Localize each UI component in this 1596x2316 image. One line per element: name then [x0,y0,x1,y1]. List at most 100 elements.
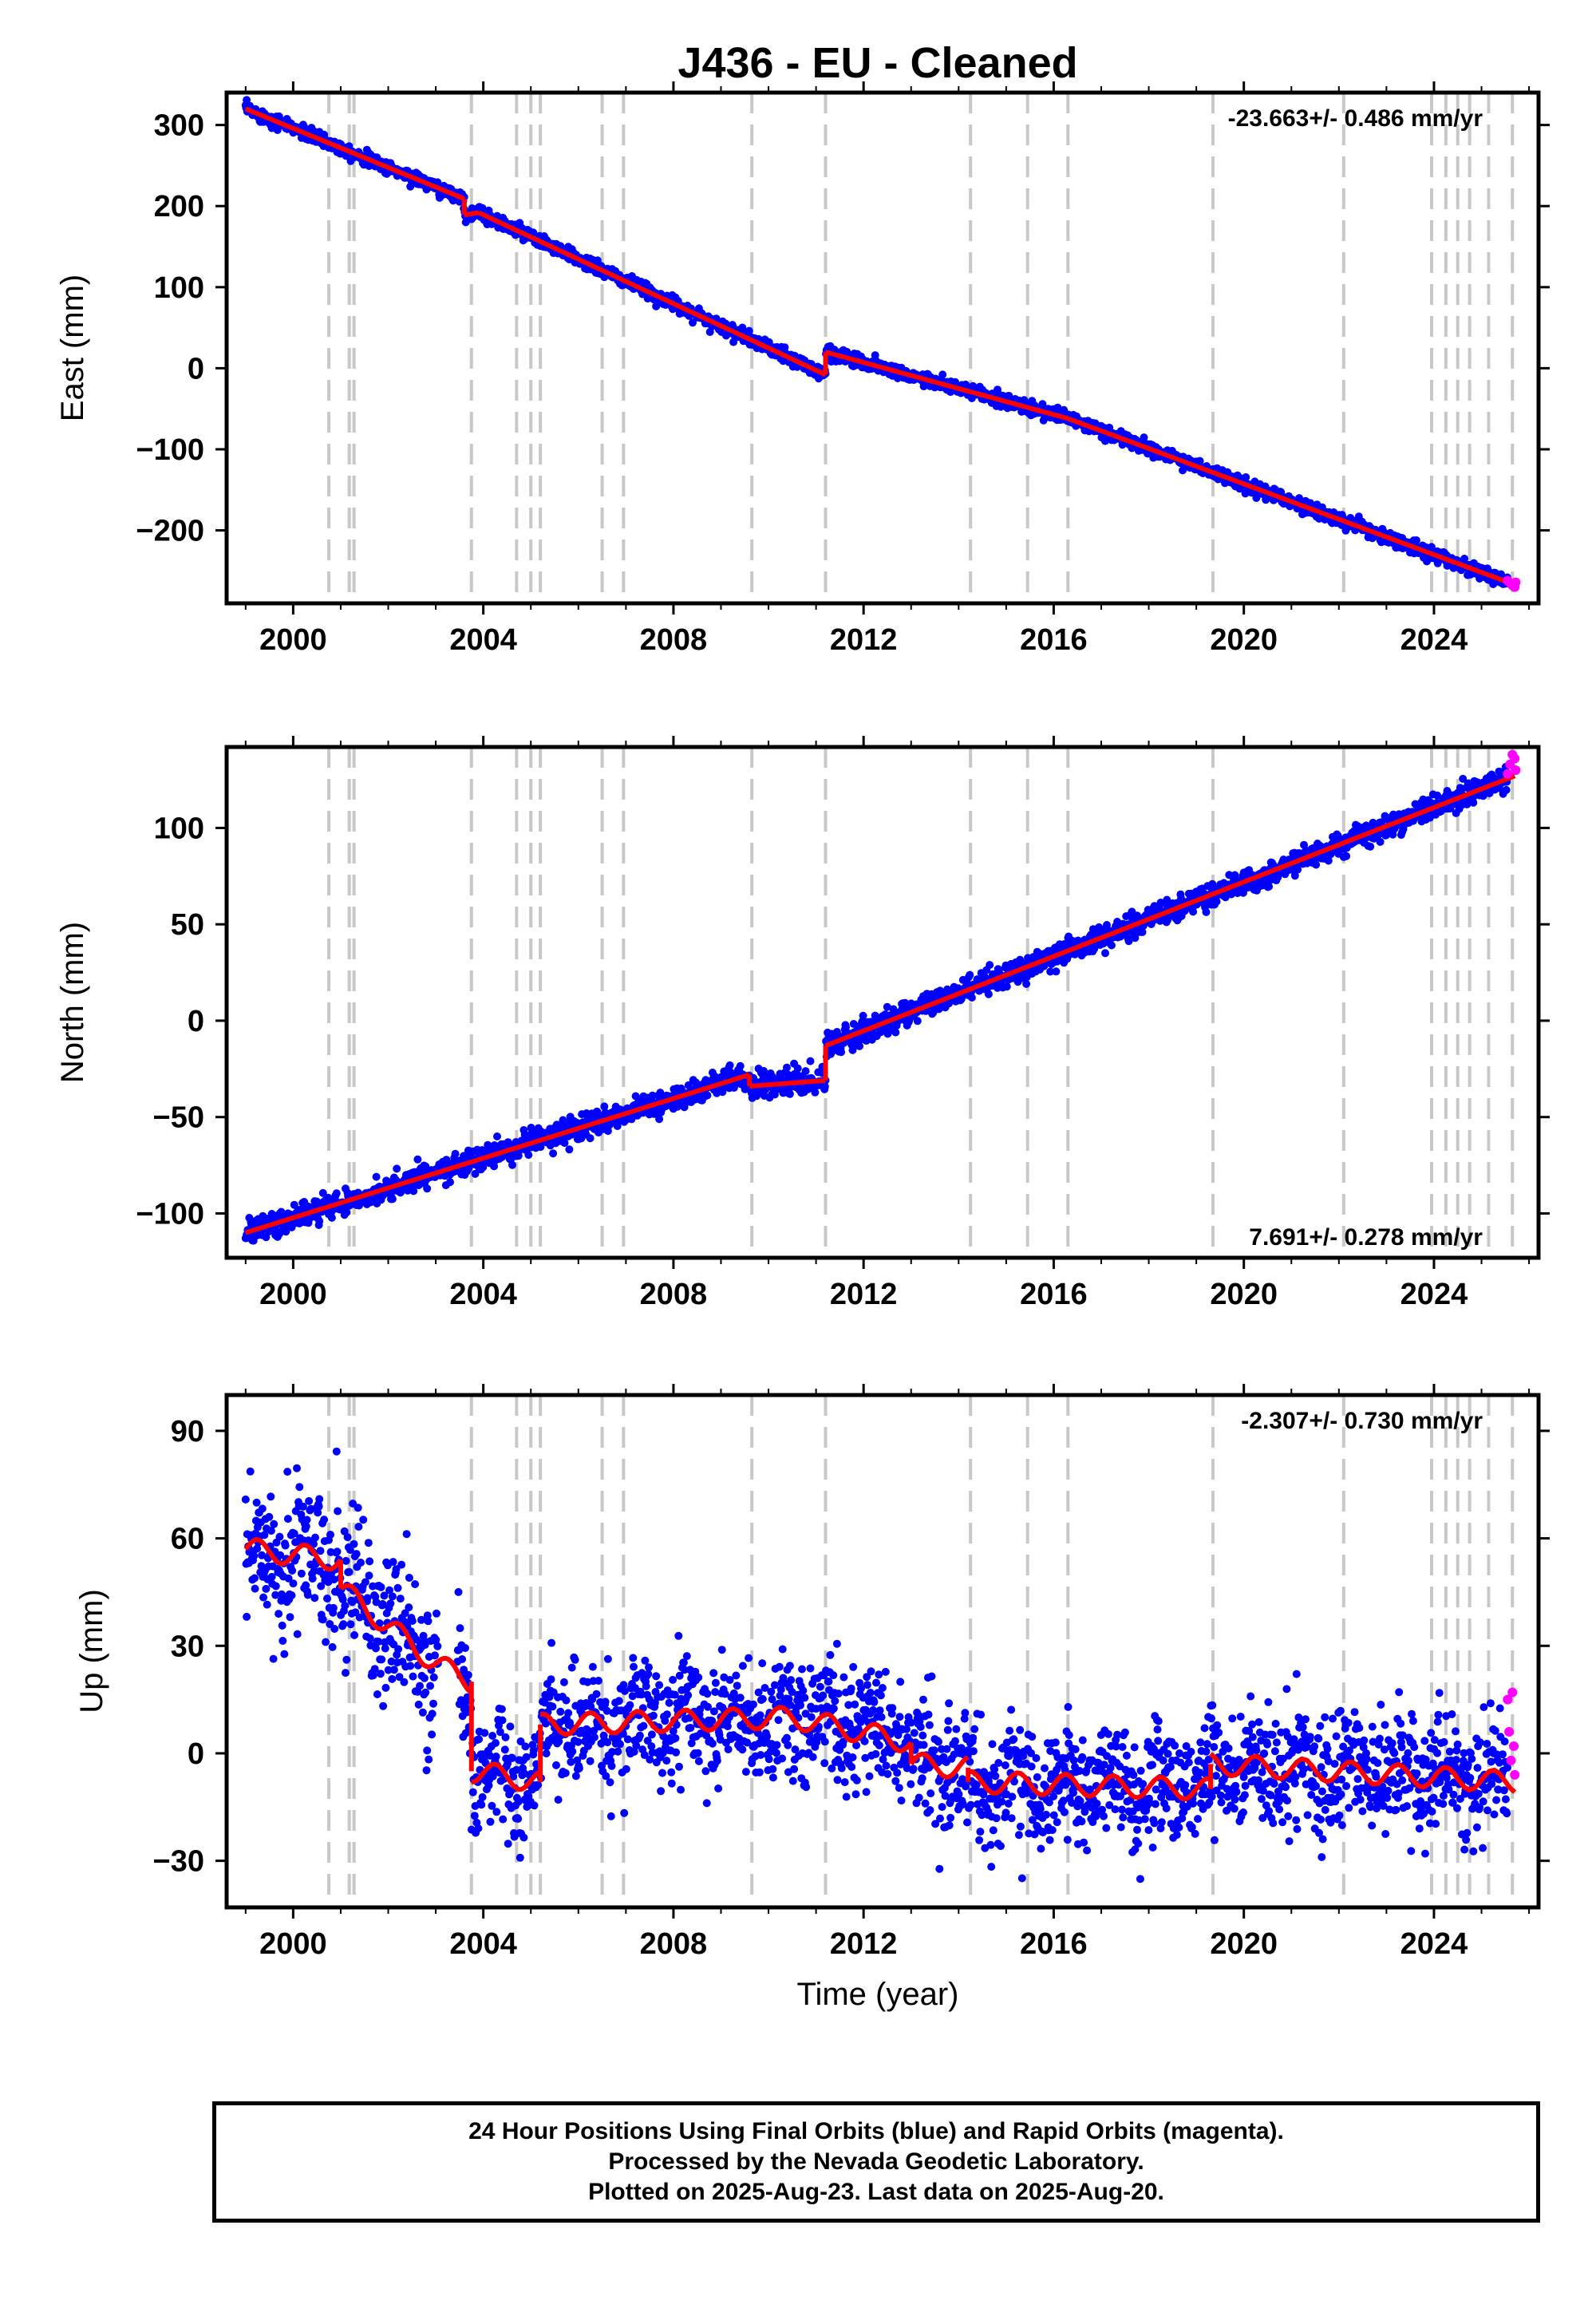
panel-frame [224,90,1541,606]
data-point [891,1028,900,1037]
data-point [1324,856,1333,865]
data-point [327,1213,336,1222]
data-point [780,343,789,352]
data-point [565,1145,574,1154]
panel-east: 2000 2004 2008 2012 2016 2020 2024−200−1000100… [55,81,1550,657]
data-point [1242,473,1250,481]
data-point [1038,400,1047,409]
data-point [1140,433,1148,442]
y-tick-label: 0 [188,352,204,385]
data-point [806,1057,815,1065]
model-fit-line [477,210,827,377]
data-point [393,1164,401,1173]
model-fit-line [244,1072,751,1235]
data-point [859,1011,867,1020]
panel-frame [224,745,1541,1260]
data-point [413,1155,422,1164]
data-point [1022,979,1031,988]
data-point [1502,785,1511,794]
data-point [1412,536,1420,544]
x-tick-label: 2016 [1020,623,1088,657]
data-point [1138,928,1147,936]
data-point [1002,982,1011,991]
data-point [648,1091,657,1100]
data-point [855,1041,864,1050]
y-tick-label: 300 [154,109,204,143]
figure-title: J436 - EU - Cleaned [678,39,1077,87]
data-point [1212,897,1221,906]
x-tick-label: 2008 [640,623,708,657]
model-fit-line [824,350,1069,421]
data-point [423,1184,432,1193]
data-point [1376,837,1385,846]
data-point [1459,774,1468,783]
x-tick-label: 2004 [449,1278,517,1311]
rapid-orbit-point [1511,765,1521,775]
data-point [785,1089,794,1098]
rapid-orbit-point [1511,577,1521,587]
data-point [1107,941,1116,950]
data-point [1312,860,1321,869]
data-point [318,1188,327,1197]
model-fit-line [1067,416,1516,587]
data-point [586,1134,595,1143]
data-point [1460,555,1469,563]
data-point [938,370,947,379]
data-point [655,1115,664,1124]
data-point [479,1163,488,1172]
data-point [332,1189,341,1198]
data-point [243,96,251,105]
data-point [549,1149,558,1158]
y-axis-label: East (mm) [55,275,90,421]
data-point [446,1178,454,1187]
data-point [986,961,994,970]
data-point [282,1227,290,1236]
x-tick-label: 2000 [259,623,327,657]
rapid-orbit-point [1510,753,1520,764]
data-point [600,1102,609,1111]
data-point [811,1088,820,1097]
data-point [508,1160,516,1169]
data-point [451,1149,460,1158]
data-point [913,1017,922,1026]
velocity-rate-label: -23.663+/- 0.486 mm/yr [1228,105,1483,132]
data-point [967,994,976,1002]
y-tick-label: −100 [136,433,204,467]
data-point [1053,403,1062,412]
data-point [842,1023,850,1032]
data-point [372,1172,381,1181]
data-point [725,1061,734,1069]
data-point [478,204,487,212]
rapid-orbit-point [1503,769,1513,779]
data-point [1189,907,1198,916]
data-point [315,1217,324,1226]
data-point [1366,842,1375,851]
y-tick-label: −200 [136,515,204,548]
data-point [1052,967,1061,976]
y-tick-label: 100 [154,271,204,305]
data-point [736,1061,745,1070]
x-tick-label: 2024 [1400,623,1468,657]
y-tick-label: 200 [154,190,204,223]
data-point [945,999,954,1008]
data-point [703,1091,712,1100]
data-point [1090,944,1099,953]
data-point [883,1002,891,1011]
x-tick-label: 2012 [830,623,898,657]
data-point [966,970,974,979]
data-point [837,1048,846,1057]
panel-north: 2000 2004 2008 2012 2016 2020 2024−100−5005010… [55,736,1550,1311]
data-point [290,1200,298,1209]
x-tick-label: 2000 [259,1278,327,1311]
data-point [793,1064,802,1073]
data-point [738,323,747,332]
data-point [820,1082,829,1091]
data-point [1101,949,1109,958]
data-point [984,990,993,998]
data-point [490,1162,499,1171]
data-point [832,1028,841,1036]
data-point [388,1195,397,1203]
data-point [560,1139,569,1148]
x-tick-label: 2004 [449,623,517,657]
